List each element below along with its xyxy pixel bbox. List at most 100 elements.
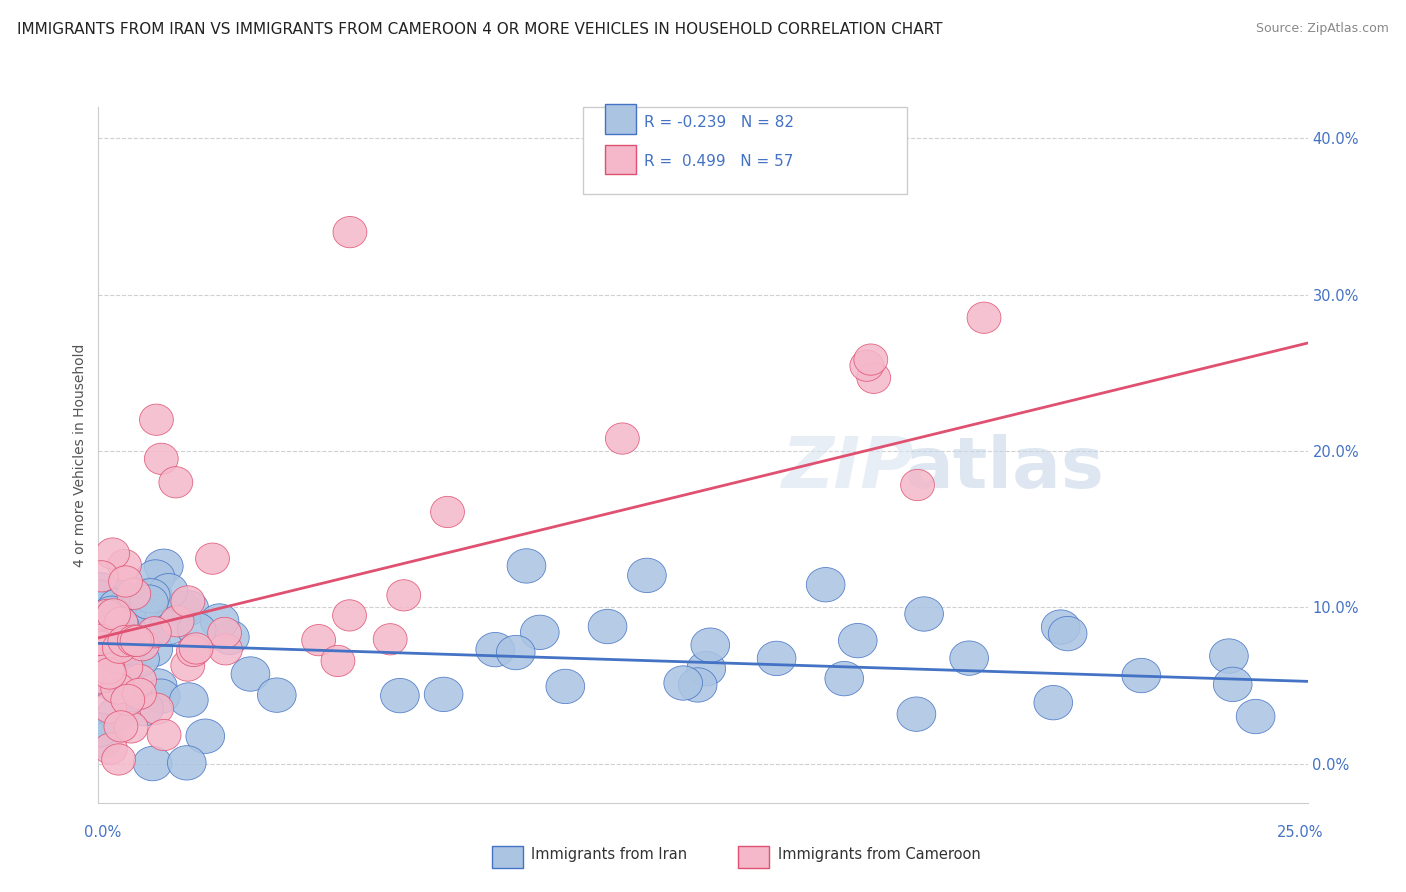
Ellipse shape: [897, 697, 936, 731]
Ellipse shape: [381, 679, 419, 713]
Ellipse shape: [108, 651, 143, 682]
Ellipse shape: [333, 599, 367, 631]
Ellipse shape: [101, 744, 135, 775]
Ellipse shape: [103, 632, 136, 664]
Text: ZIP: ZIP: [782, 434, 914, 503]
Ellipse shape: [89, 615, 128, 649]
Ellipse shape: [588, 609, 627, 644]
Ellipse shape: [108, 566, 142, 597]
Ellipse shape: [84, 561, 118, 592]
Ellipse shape: [134, 747, 172, 780]
Ellipse shape: [145, 443, 179, 475]
Ellipse shape: [97, 599, 131, 630]
Ellipse shape: [901, 469, 935, 500]
Ellipse shape: [177, 635, 211, 666]
Ellipse shape: [138, 616, 172, 648]
Ellipse shape: [91, 604, 129, 639]
Ellipse shape: [208, 633, 242, 665]
Ellipse shape: [1033, 685, 1073, 720]
Ellipse shape: [179, 632, 214, 664]
Ellipse shape: [104, 607, 138, 639]
Ellipse shape: [211, 620, 249, 655]
Ellipse shape: [806, 567, 845, 602]
Ellipse shape: [114, 712, 148, 743]
Text: 25.0%: 25.0%: [1277, 825, 1324, 839]
Ellipse shape: [112, 678, 152, 712]
Ellipse shape: [849, 350, 884, 381]
Ellipse shape: [80, 651, 118, 686]
Ellipse shape: [117, 625, 152, 657]
Ellipse shape: [98, 643, 136, 678]
Ellipse shape: [120, 625, 155, 657]
Ellipse shape: [162, 591, 201, 626]
Ellipse shape: [167, 746, 207, 780]
Ellipse shape: [98, 589, 136, 624]
Ellipse shape: [86, 654, 124, 688]
Ellipse shape: [145, 549, 183, 583]
Ellipse shape: [302, 624, 336, 656]
Ellipse shape: [129, 585, 169, 619]
Ellipse shape: [103, 632, 141, 665]
Ellipse shape: [103, 651, 141, 686]
Ellipse shape: [1236, 699, 1275, 734]
Ellipse shape: [134, 632, 173, 666]
Y-axis label: 4 or more Vehicles in Household: 4 or more Vehicles in Household: [73, 343, 87, 566]
Ellipse shape: [111, 673, 150, 707]
Ellipse shape: [1122, 658, 1160, 693]
Ellipse shape: [139, 693, 173, 724]
Ellipse shape: [149, 574, 188, 608]
Ellipse shape: [425, 677, 463, 712]
Ellipse shape: [122, 678, 156, 709]
Text: R = -0.239   N = 82: R = -0.239 N = 82: [644, 115, 794, 130]
Ellipse shape: [91, 636, 125, 667]
Ellipse shape: [856, 362, 890, 393]
Ellipse shape: [104, 711, 138, 742]
Text: IMMIGRANTS FROM IRAN VS IMMIGRANTS FROM CAMEROON 4 OR MORE VEHICLES IN HOUSEHOLD: IMMIGRANTS FROM IRAN VS IMMIGRANTS FROM …: [17, 22, 942, 37]
Ellipse shape: [606, 423, 640, 454]
Ellipse shape: [690, 628, 730, 663]
Ellipse shape: [103, 581, 142, 615]
Ellipse shape: [82, 573, 120, 607]
Ellipse shape: [101, 673, 135, 704]
Ellipse shape: [111, 684, 145, 715]
Ellipse shape: [136, 560, 174, 594]
Text: Source: ZipAtlas.com: Source: ZipAtlas.com: [1256, 22, 1389, 36]
Ellipse shape: [508, 549, 546, 583]
Ellipse shape: [84, 632, 118, 663]
Ellipse shape: [195, 543, 229, 574]
Ellipse shape: [678, 668, 717, 702]
Ellipse shape: [110, 676, 149, 711]
Ellipse shape: [82, 651, 120, 686]
Ellipse shape: [149, 610, 188, 645]
Ellipse shape: [93, 654, 132, 688]
Ellipse shape: [208, 617, 242, 648]
Ellipse shape: [96, 538, 129, 569]
Ellipse shape: [159, 467, 193, 498]
Ellipse shape: [853, 344, 887, 376]
Ellipse shape: [108, 591, 146, 625]
Ellipse shape: [177, 613, 217, 647]
Text: Immigrants from Iran: Immigrants from Iran: [531, 847, 688, 863]
Ellipse shape: [170, 682, 208, 717]
Ellipse shape: [825, 661, 863, 696]
Ellipse shape: [80, 580, 120, 615]
Ellipse shape: [117, 578, 150, 609]
Ellipse shape: [172, 650, 205, 681]
Ellipse shape: [104, 591, 143, 626]
Ellipse shape: [107, 632, 146, 665]
Ellipse shape: [104, 595, 143, 629]
Ellipse shape: [148, 719, 181, 751]
Ellipse shape: [257, 678, 297, 713]
Ellipse shape: [321, 645, 354, 677]
Ellipse shape: [90, 599, 124, 631]
Ellipse shape: [1049, 616, 1087, 651]
Ellipse shape: [664, 665, 703, 700]
Ellipse shape: [132, 579, 170, 613]
Ellipse shape: [160, 606, 194, 637]
Ellipse shape: [91, 653, 125, 684]
Ellipse shape: [108, 549, 142, 581]
Text: Immigrants from Cameroon: Immigrants from Cameroon: [778, 847, 980, 863]
Ellipse shape: [135, 599, 173, 633]
Ellipse shape: [83, 662, 117, 693]
Ellipse shape: [231, 657, 270, 691]
